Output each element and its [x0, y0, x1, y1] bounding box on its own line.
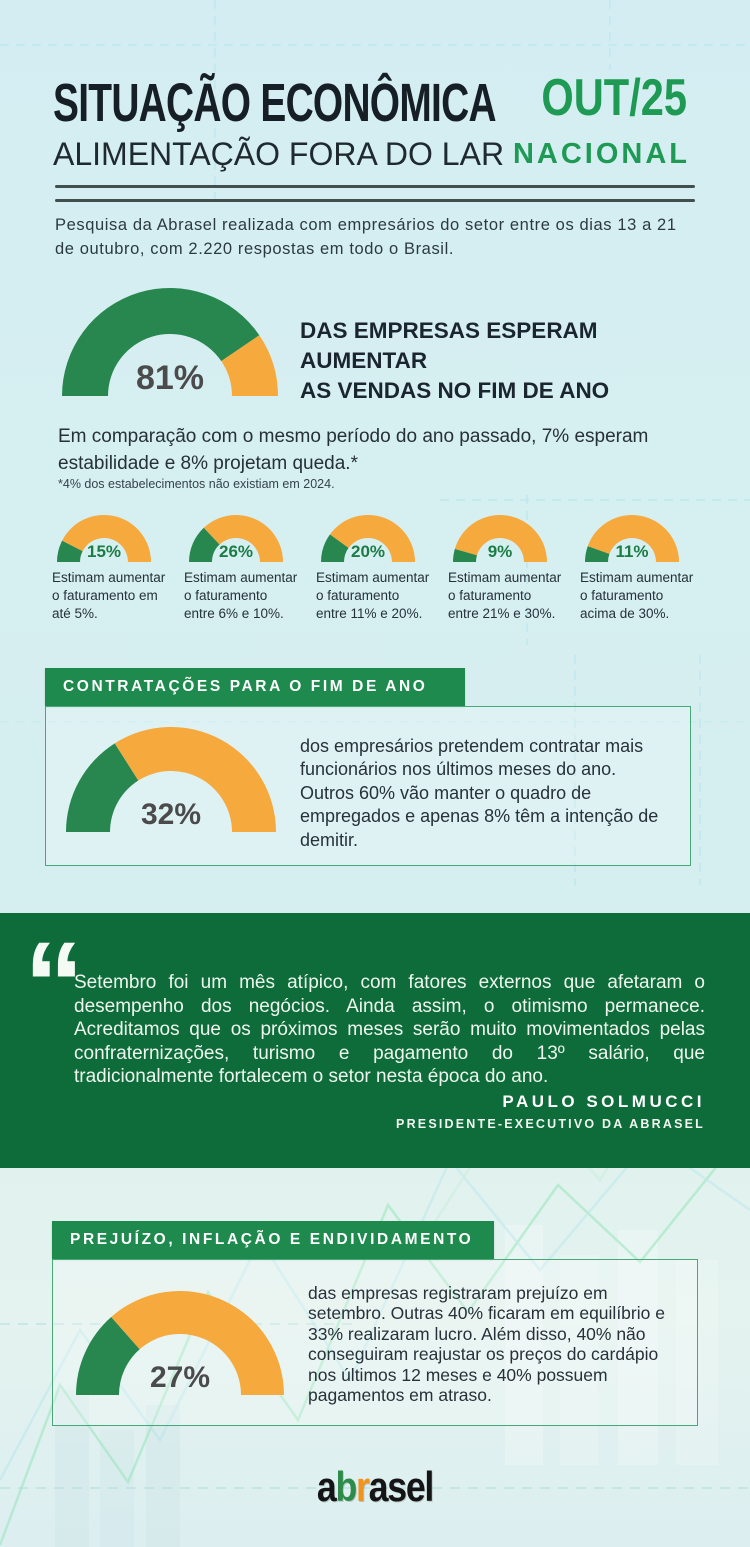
hero-heading: DAS EMPRESAS ESPERAM AUMENTAR AS VENDAS …	[300, 318, 610, 404]
hiring-gauge-32: 32%	[66, 727, 276, 832]
gauge-9-value: 9%	[487, 542, 513, 561]
gauge-20: 20%	[321, 515, 415, 562]
gauge-15-value: 15%	[86, 542, 122, 561]
gauge-26-value: 26%	[218, 542, 254, 561]
losses-gauge-27: 27%	[76, 1291, 284, 1395]
hero-gauge-value: 81%	[135, 359, 205, 397]
gauge-15-caption: Estimam aumentar o faturamento em até 5%…	[52, 570, 166, 621]
revenue-gauge-item: 26% Estimam aumentar o faturamento entre…	[177, 515, 309, 622]
intro-text: Pesquisa da Abrasel realizada com empres…	[55, 216, 677, 258]
edition-label: OUT/25	[541, 69, 687, 127]
gauge-11-value: 11%	[615, 542, 649, 561]
hiring-gauge-value: 32%	[140, 798, 202, 831]
gauge-15: 15%	[57, 515, 151, 562]
hero-footnote: *4% dos estabelecimentos não existiam em…	[58, 477, 335, 491]
gauge-9-caption: Estimam aumentar o faturamento entre 21%…	[448, 570, 562, 621]
logo-letter: asel	[368, 1463, 435, 1510]
revenue-gauge-item: 15% Estimam aumentar o faturamento em at…	[45, 515, 177, 622]
quote-text: Setembro foi um mês atípico, com fatores…	[74, 972, 705, 1088]
quote-author-role: PRESIDENTE-EXECUTIVO DA ABRASEL	[396, 1117, 705, 1131]
revenue-gauge-item: 20% Estimam aumentar o faturamento entre…	[309, 515, 441, 622]
quote-author: PAULO SOLMUCCI	[502, 1092, 705, 1111]
header-rule-bottom	[55, 199, 695, 202]
revenue-gauge-item: 11% Estimam aumentar o faturamento acima…	[573, 515, 705, 622]
scope-label: NACIONAL	[512, 138, 690, 170]
revenue-gauge-item: 9% Estimam aumentar o faturamento entre …	[441, 515, 573, 622]
losses-panel	[52, 1259, 698, 1426]
gauge-11: 11%	[585, 515, 679, 562]
hero-gauge-81: 81%	[62, 288, 278, 398]
hero-paragraph: Em comparação com o mesmo período do ano…	[58, 426, 649, 474]
gauge-26-caption: Estimam aumentar o faturamento entre 6% …	[184, 570, 298, 621]
page-subtitle: ALIMENTAÇÃO FORA DO LAR	[53, 136, 505, 172]
abrasel-logo: abrasel	[316, 1463, 435, 1511]
losses-gauge-value: 27%	[149, 1361, 211, 1394]
losses-text: das empresas registraram prejuízo em set…	[308, 1283, 665, 1406]
gauge-9: 9%	[453, 515, 547, 562]
gauge-26: 26%	[189, 515, 283, 562]
losses-section-banner: PREJUÍZO, INFLAÇÃO E ENDIVIDAMENTO	[52, 1221, 494, 1259]
quote-mark-icon: “	[24, 917, 84, 1051]
hiring-text: dos empresários pretendem contratar mais…	[300, 736, 659, 850]
gauge-20-value: 20%	[350, 542, 386, 561]
logo-letter: b	[335, 1463, 358, 1510]
revenue-gauges-row: 15% Estimam aumentar o faturamento em at…	[45, 515, 707, 622]
logo-letter: a	[316, 1463, 337, 1510]
logo-letter: r	[356, 1463, 370, 1510]
header-rule-top	[55, 185, 695, 188]
gauge-11-caption: Estimam aumentar o faturamento acima de …	[580, 570, 694, 621]
gauge-20-caption: Estimam aumentar o faturamento entre 11%…	[316, 570, 430, 621]
hiring-section-banner: CONTRATAÇÕES PARA O FIM DE ANO	[45, 668, 465, 706]
quote-band	[0, 913, 750, 1168]
page-title: SITUAÇÃO ECONÔMICA	[53, 73, 497, 133]
